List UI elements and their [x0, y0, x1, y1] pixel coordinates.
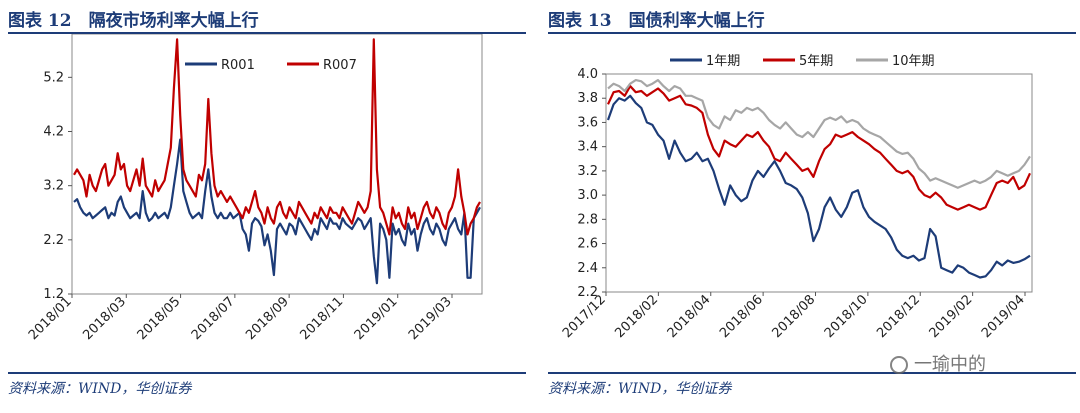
- x-tick-label: 2018/11: [297, 294, 346, 343]
- wechat-icon: [890, 356, 908, 374]
- x-tick-label: 2019/04: [979, 292, 1028, 341]
- y-tick-label: 2.8: [577, 212, 598, 227]
- series-line-2: [607, 84, 1031, 211]
- watermark-text: 一瑜中的: [914, 354, 986, 375]
- x-tick-label: 2018/02: [612, 292, 661, 341]
- x-tick-label: 2019/01: [352, 294, 401, 343]
- series-line-3: [607, 78, 1031, 189]
- y-tick-label: 3.8: [577, 91, 598, 106]
- x-tick-label: 2018/05: [135, 294, 184, 343]
- x-tick-label: 2019/03: [406, 294, 455, 343]
- x-tick-label: 2018/03: [80, 294, 129, 343]
- x-tick-label: 2018/08: [770, 292, 819, 341]
- plot-frame: [71, 34, 483, 295]
- y-tick-label: 5.2: [43, 70, 64, 85]
- chart-title: 图表 12 隔夜市场利率大幅上行: [8, 11, 259, 31]
- series-line-1: [606, 94, 1031, 279]
- series-line-1: [73, 138, 481, 285]
- series-line-2: [73, 38, 481, 236]
- y-tick-label: 3.6: [577, 115, 598, 130]
- title-rule: [8, 32, 526, 34]
- x-tick-label: 2018/12: [874, 292, 923, 341]
- x-tick-label: 2018/10: [822, 292, 871, 341]
- chart-panel-12: 图表 12 隔夜市场利率大幅上行 5.24.23.22.21.2%2018/01…: [0, 0, 530, 413]
- legend-label: 10年期: [892, 54, 935, 69]
- legend-label: R007: [323, 58, 357, 73]
- y-tick-label: 1.2: [43, 287, 64, 302]
- x-tick-label: 2018/04: [665, 292, 714, 341]
- y-tick-label: 3.4: [577, 140, 598, 155]
- watermark: 一瑜中的: [890, 350, 986, 376]
- y-tick-label: 2.4: [577, 261, 598, 276]
- x-tick-label: 2018/09: [243, 294, 292, 343]
- y-tick-label: 2.6: [577, 237, 598, 252]
- legend-label: R001: [221, 58, 255, 73]
- y-tick-label: 3.2: [43, 179, 64, 194]
- y-tick-label: 4.0: [577, 67, 598, 82]
- y-tick-label: 2.2: [43, 233, 64, 248]
- legend-label: 1年期: [706, 54, 740, 69]
- y-tick-label: 2.2: [577, 285, 598, 300]
- legend-label: 5年期: [799, 54, 833, 69]
- title-rule: [548, 32, 1076, 34]
- y-tick-label: 4.2: [43, 125, 64, 140]
- x-tick-label: 2019/02: [927, 292, 976, 341]
- x-tick-label: 2018/07: [189, 294, 238, 343]
- source-rule: [8, 372, 526, 374]
- chart-source: 资料来源：WIND，华创证券: [8, 381, 192, 397]
- line-chart-overnight-rates: 5.24.23.22.21.2%2018/012018/032018/05201…: [26, 34, 483, 343]
- chart-panel-13: 图表 13 国债利率大幅上行 4.0 3.8 3.6 3.4 3.2 3.0 2.8 2.6 2…: [540, 0, 1080, 413]
- source-rule: [548, 372, 1076, 374]
- x-tick-label: 2018/06: [717, 292, 766, 341]
- chart-title: 图表 13 国债利率大幅上行: [548, 11, 765, 31]
- chart-source: 资料来源：WIND，华创证券: [548, 381, 732, 397]
- plot-frame: [605, 73, 1033, 293]
- y-tick-label: 3.0: [577, 188, 598, 203]
- y-tick-label: 3.2: [577, 164, 598, 179]
